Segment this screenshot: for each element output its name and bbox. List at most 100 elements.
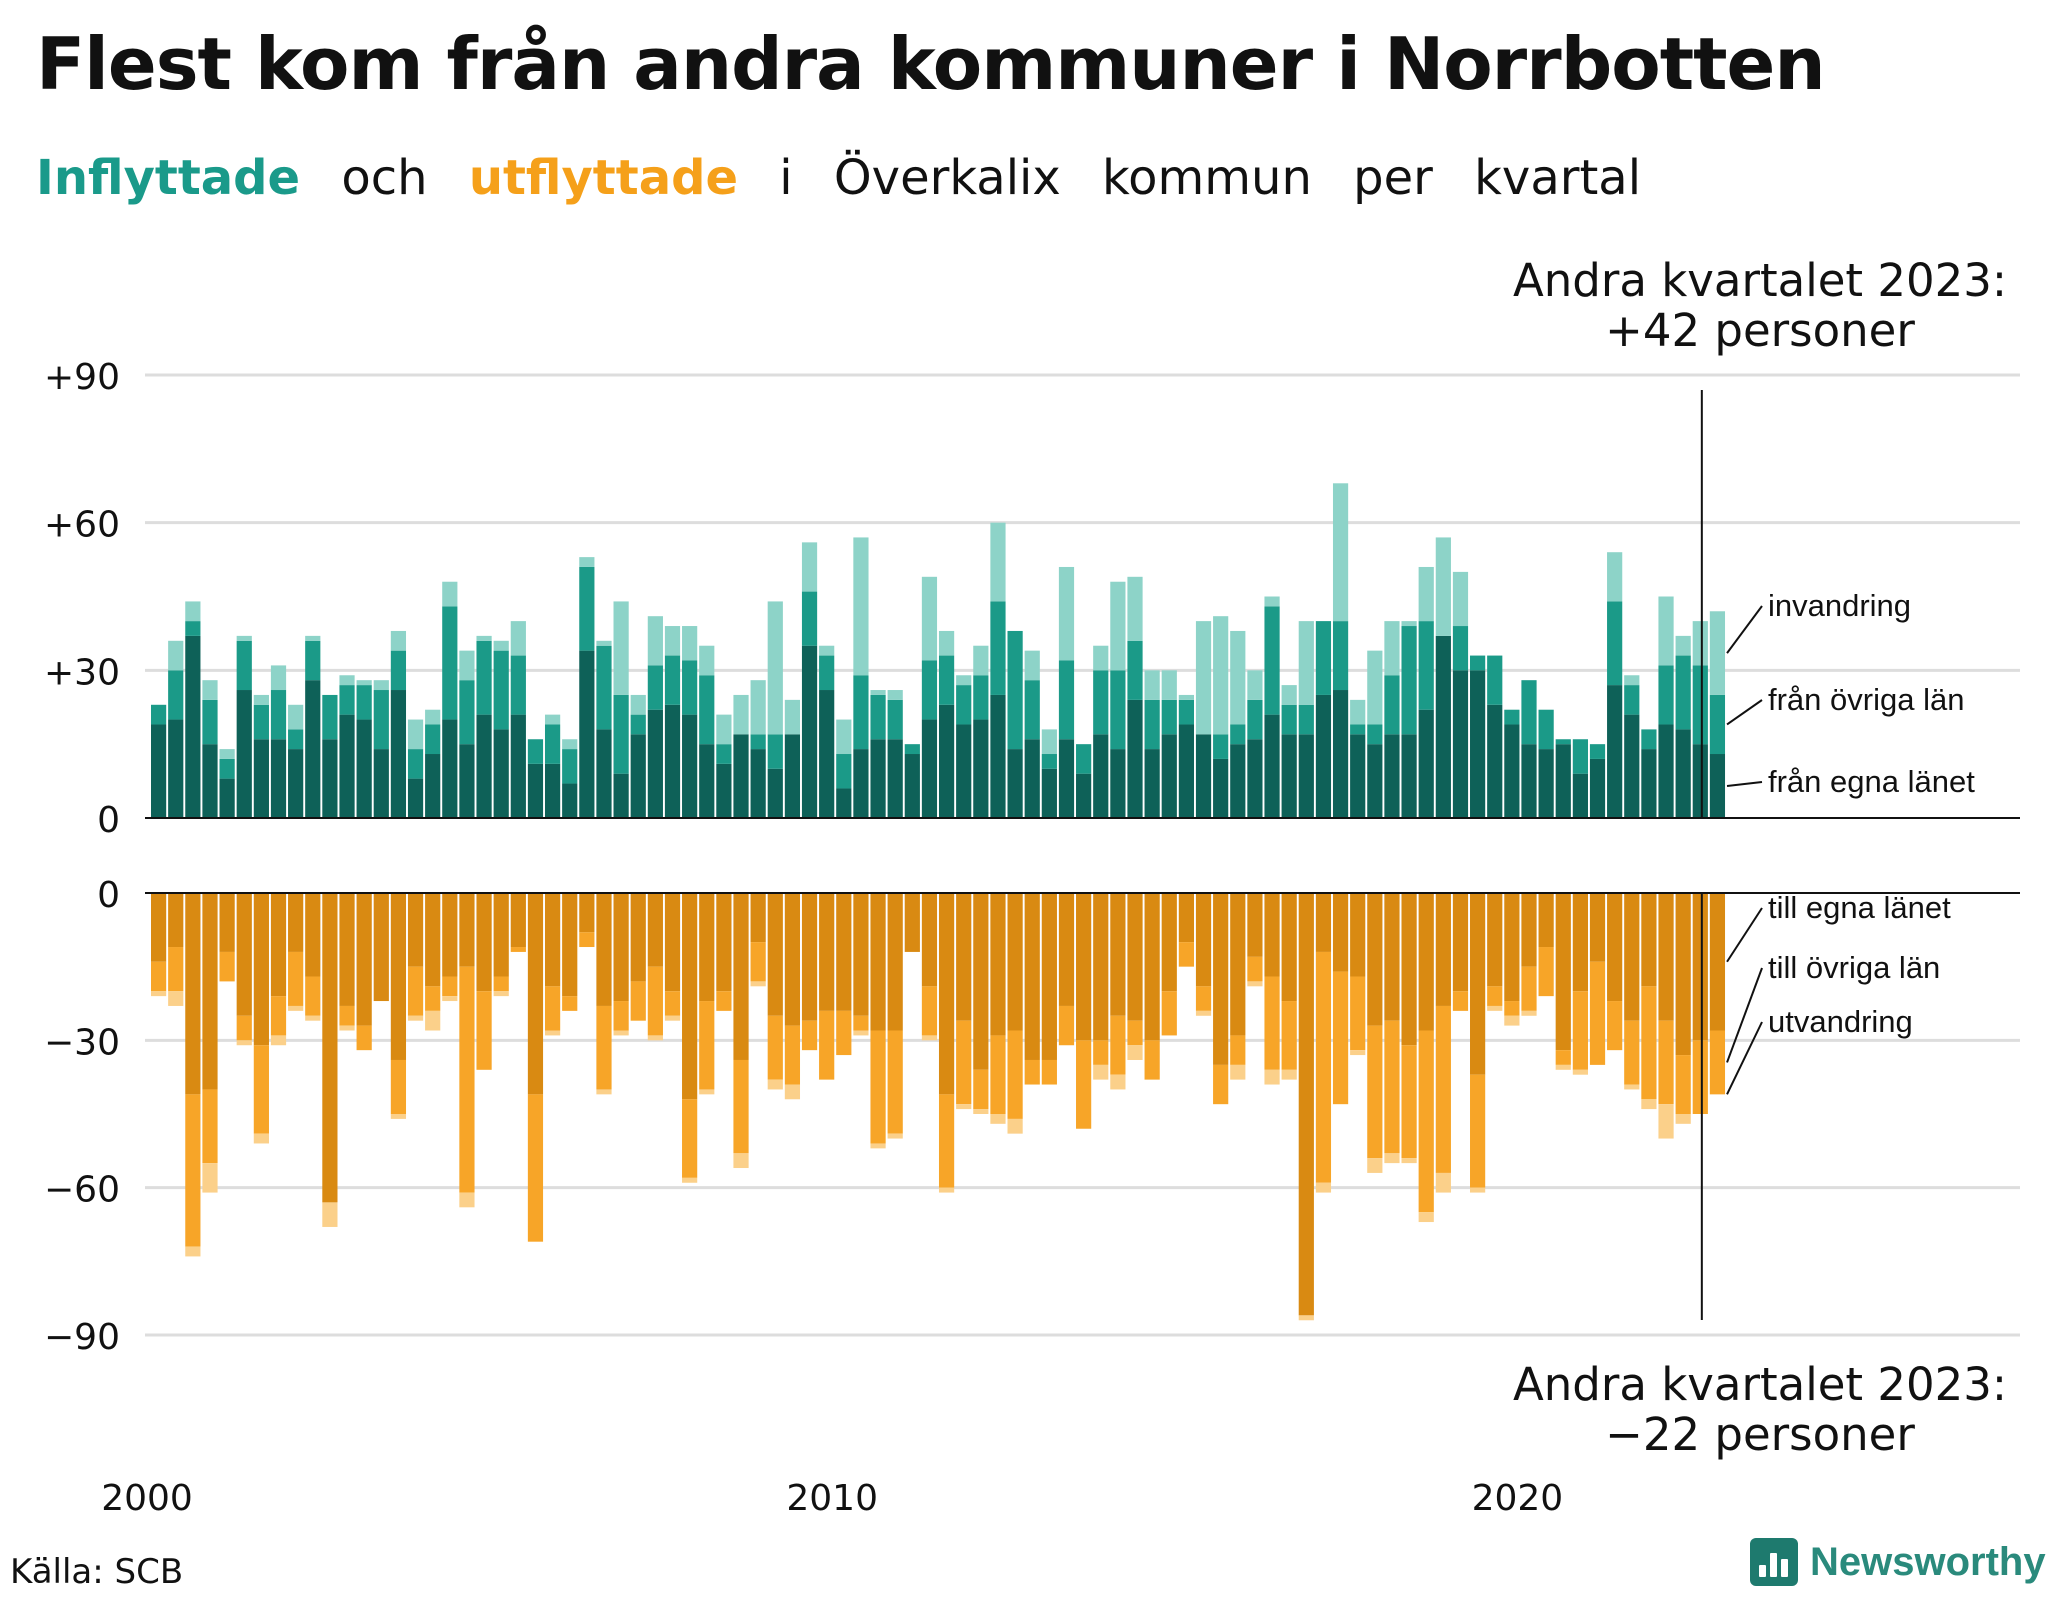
bar-out-other-county bbox=[1315, 951, 1332, 1183]
bar-in-other-county bbox=[716, 744, 732, 764]
bar-out-other-county bbox=[305, 976, 321, 1016]
bar-in-immigration bbox=[544, 714, 561, 725]
bar-in-immigration bbox=[1367, 650, 1383, 725]
bar-out-own-county bbox=[510, 893, 526, 948]
bar-out-own-county bbox=[1538, 893, 1554, 948]
bar-in-other-county bbox=[1607, 601, 1623, 686]
bar-out-other-county bbox=[202, 1089, 218, 1164]
bar-out-other-county bbox=[853, 1015, 869, 1031]
bar-in-immigration bbox=[1178, 694, 1194, 700]
bar-out-own-county bbox=[973, 893, 989, 1070]
bar-in-own-county bbox=[562, 783, 578, 818]
bar-in-other-county bbox=[459, 680, 475, 745]
bar-out-own-county bbox=[1144, 893, 1160, 1041]
bar-out-emigration bbox=[1350, 1050, 1366, 1056]
bar-in-own-county bbox=[1367, 744, 1383, 818]
bar-out-emigration bbox=[956, 1104, 972, 1110]
label-utvandring: utvandring bbox=[1768, 1004, 1913, 1039]
bar-out-emigration bbox=[1247, 981, 1263, 987]
bar-out-emigration bbox=[699, 1089, 715, 1095]
bar-out-own-county bbox=[956, 893, 972, 1021]
bar-in-own-county bbox=[750, 749, 766, 818]
bar-in-immigration bbox=[270, 665, 287, 691]
bar-out-emigration bbox=[168, 991, 184, 1006]
bar-out-own-county bbox=[990, 893, 1006, 1036]
bar-in-immigration bbox=[339, 675, 355, 686]
bar-out-other-county bbox=[1624, 1020, 1640, 1085]
bar-in-own-county bbox=[1041, 768, 1057, 818]
bar-in-immigration bbox=[1110, 581, 1126, 671]
bar-in-immigration bbox=[887, 690, 903, 700]
label-fran-ovriga-lan: från övriga län bbox=[1768, 682, 1964, 717]
bar-out-other-county bbox=[1230, 1035, 1246, 1065]
bar-in-immigration bbox=[1298, 621, 1314, 705]
bar-in-immigration bbox=[1195, 621, 1212, 735]
bar-out-own-county bbox=[1093, 893, 1109, 1041]
bar-out-other-county bbox=[1607, 1001, 1623, 1051]
bar-out-emigration bbox=[596, 1089, 612, 1095]
bar-in-immigration bbox=[1435, 537, 1451, 636]
bar-out-own-county bbox=[270, 893, 287, 997]
bar-out-other-county bbox=[1110, 1015, 1126, 1075]
bar-in-immigration bbox=[1709, 611, 1726, 695]
bar-out-other-county bbox=[1247, 956, 1263, 982]
bar-in-other-county bbox=[1709, 694, 1726, 755]
bar-out-other-county bbox=[699, 1001, 715, 1090]
bar-out-other-county bbox=[1401, 1045, 1417, 1159]
bar-out-own-county bbox=[339, 893, 355, 1006]
bar-in-immigration bbox=[613, 601, 629, 695]
bar-in-own-county bbox=[288, 749, 304, 818]
bar-in-immigration bbox=[767, 601, 783, 735]
bar-in-own-county bbox=[990, 694, 1006, 818]
bar-in-immigration bbox=[596, 640, 612, 646]
bar-in-own-county bbox=[819, 690, 835, 818]
bar-in-own-county bbox=[1230, 744, 1246, 818]
bar-out-other-county bbox=[750, 942, 766, 982]
bar-out-emigration bbox=[664, 1015, 681, 1021]
bar-out-other-county bbox=[733, 1059, 749, 1154]
bar-out-emigration bbox=[442, 996, 458, 1002]
bar-out-emigration bbox=[784, 1084, 801, 1100]
bar-in-immigration bbox=[1230, 630, 1246, 725]
bar-out-other-county bbox=[1041, 1059, 1057, 1085]
bar-in-other-county bbox=[185, 621, 201, 636]
bar-out-other-county bbox=[1435, 1005, 1451, 1173]
bar-in-other-county bbox=[476, 640, 492, 715]
bar-out-own-county bbox=[1572, 893, 1588, 992]
bar-in-own-county bbox=[1607, 685, 1623, 818]
bar-in-own-county bbox=[1178, 724, 1194, 818]
bar-out-other-county bbox=[1470, 1074, 1486, 1188]
label-fran-ovriga-lan-leader bbox=[1726, 699, 1763, 726]
bar-out-own-county bbox=[870, 893, 886, 1031]
bar-in-own-county bbox=[1487, 704, 1503, 818]
bar-in-own-county bbox=[339, 714, 355, 818]
bar-in-other-county bbox=[356, 685, 372, 720]
bar-in-own-county bbox=[1144, 749, 1160, 818]
bar-in-other-county bbox=[510, 655, 526, 715]
bar-out-other-county bbox=[1024, 1059, 1040, 1085]
bar-out-other-county bbox=[682, 1099, 698, 1178]
bar-in-other-county bbox=[1658, 665, 1674, 725]
bar-out-own-county bbox=[1367, 893, 1383, 1026]
bar-in-own-county bbox=[544, 763, 561, 818]
bar-in-own-county bbox=[1350, 734, 1366, 818]
bar-in-own-county bbox=[1093, 734, 1109, 818]
bar-out-emigration bbox=[407, 1015, 424, 1021]
bar-in-immigration bbox=[1264, 596, 1280, 607]
bar-in-own-county bbox=[647, 709, 663, 818]
bar-in-other-county bbox=[288, 729, 304, 750]
bar-out-other-county bbox=[579, 932, 595, 948]
bar-out-emigration bbox=[1521, 1010, 1537, 1016]
bar-in-other-county bbox=[168, 670, 184, 720]
bar-out-other-county bbox=[476, 991, 492, 1070]
bar-out-own-county bbox=[682, 893, 698, 1100]
bar-out-other-county bbox=[1709, 1030, 1726, 1095]
bar-in-other-county bbox=[270, 690, 287, 740]
bar-in-other-county bbox=[990, 601, 1006, 695]
bar-out-emigration bbox=[1487, 1005, 1503, 1011]
bar-out-own-county bbox=[750, 893, 766, 943]
bar-in-other-county bbox=[1538, 709, 1554, 750]
bar-in-other-county bbox=[956, 685, 972, 725]
bar-out-other-county bbox=[1058, 1005, 1075, 1046]
